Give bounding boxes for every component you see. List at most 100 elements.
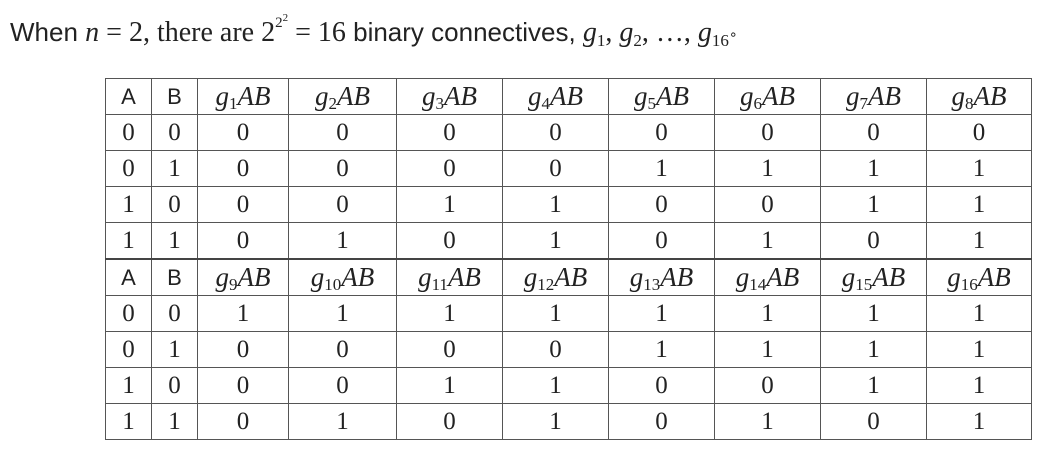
cell-a: 1 [105,367,152,404]
g-letter: g [523,262,538,292]
cell-g1: 0 [197,150,289,187]
column-header-g8: g8AB [926,78,1032,115]
intro-math-n: n = 2, there are [85,17,261,48]
g-letter: g [841,262,856,292]
column-header-g7: g7AB [820,78,927,115]
g-index: 1 [229,94,238,113]
cell-g3: 0 [396,150,503,187]
cell-a: 1 [105,186,152,223]
cell-g2: 1 [288,222,397,260]
cell-g7: 1 [820,186,927,223]
intro-g16-letter: g [697,17,712,48]
cell-a: 0 [105,295,152,332]
cell-g11: 1 [396,295,503,332]
g-index: 12 [537,275,555,294]
intro-comma-1: , [605,17,620,48]
cell-a: 1 [105,222,152,260]
g-index: 4 [541,94,551,113]
cell-g12: 0 [502,331,609,368]
g-letter: g [315,81,329,111]
column-header-a: A [105,258,152,296]
cell-b: 1 [151,331,198,368]
cell-g13: 1 [608,295,715,332]
cell-g3: 0 [396,114,503,151]
cell-g9: 0 [197,403,289,440]
cell-g14: 1 [714,403,821,440]
cell-g8: 1 [926,186,1032,223]
column-header-g13: g13AB [608,258,715,296]
column-header-b: B [151,258,198,296]
g-letter: g [215,81,230,111]
cell-g6: 1 [714,150,821,187]
cell-b: 0 [151,295,198,332]
cell-a: 0 [105,150,152,187]
column-header-g12: g12AB [502,258,609,296]
cell-g15: 0 [820,403,927,440]
cell-a: 0 [105,331,152,368]
column-header-g1: g1AB [197,78,289,115]
cell-g3: 0 [396,222,503,260]
cell-g2: 0 [288,114,397,151]
column-header-b: B [151,78,198,115]
g-index: 14 [749,275,767,294]
cell-b: 1 [151,403,198,440]
cell-b: 0 [151,367,198,404]
cell-g5: 0 [608,186,715,223]
cell-g13: 1 [608,331,715,368]
g-index: 9 [229,275,238,294]
cell-a: 1 [105,403,152,440]
intro-n-var: n [85,17,100,48]
cell-g12: 1 [502,295,609,332]
cell-g14: 1 [714,295,821,332]
intro-g-list: g1, g2, …, g16 [583,17,729,49]
column-header-g3: g3AB [396,78,503,115]
g-index: 3 [435,94,445,113]
cell-g13: 0 [608,403,715,440]
column-header-g6: g6AB [714,78,821,115]
g-letter: g [846,81,860,111]
intro-ellipsis: …, [655,17,698,48]
cell-g10: 1 [288,295,397,332]
g-letter: g [629,262,644,292]
column-header-g4: g4AB [502,78,609,115]
column-header-g16: g16AB [926,258,1032,296]
cell-b: 1 [151,150,198,187]
intro-power-base: 2 [261,17,276,48]
intro-sentence: When n = 2, there are 222 = 16 binary co… [10,12,738,57]
g-suffix: AB [973,81,1007,111]
intro-equals-2: = 16 [288,17,346,48]
g-index: 16 [960,275,978,294]
cell-g8: 0 [926,114,1032,151]
column-header-g5: g5AB [608,78,715,115]
cell-g6: 1 [714,222,821,260]
cell-g4: 1 [502,186,609,223]
cell-g16: 1 [926,295,1032,332]
cell-g4: 1 [502,222,609,260]
cell-g15: 1 [820,367,927,404]
cell-g1: 0 [197,222,289,260]
g-suffix: AB [554,262,588,292]
intro-power-exp-exp: 2 [282,12,289,24]
cell-g11: 1 [396,367,503,404]
cell-g4: 0 [502,114,609,151]
g-suffix: AB [868,81,901,111]
intro-power-exp: 22 [275,12,289,31]
cell-b: 0 [151,186,198,223]
g-letter: g [310,262,325,292]
column-header-a: A [105,78,152,115]
cell-g10: 0 [288,367,397,404]
cell-g11: 0 [396,403,503,440]
cell-g3: 1 [396,186,503,223]
cell-g14: 0 [714,367,821,404]
g-letter: g [528,81,542,111]
g-letter: g [740,81,754,111]
